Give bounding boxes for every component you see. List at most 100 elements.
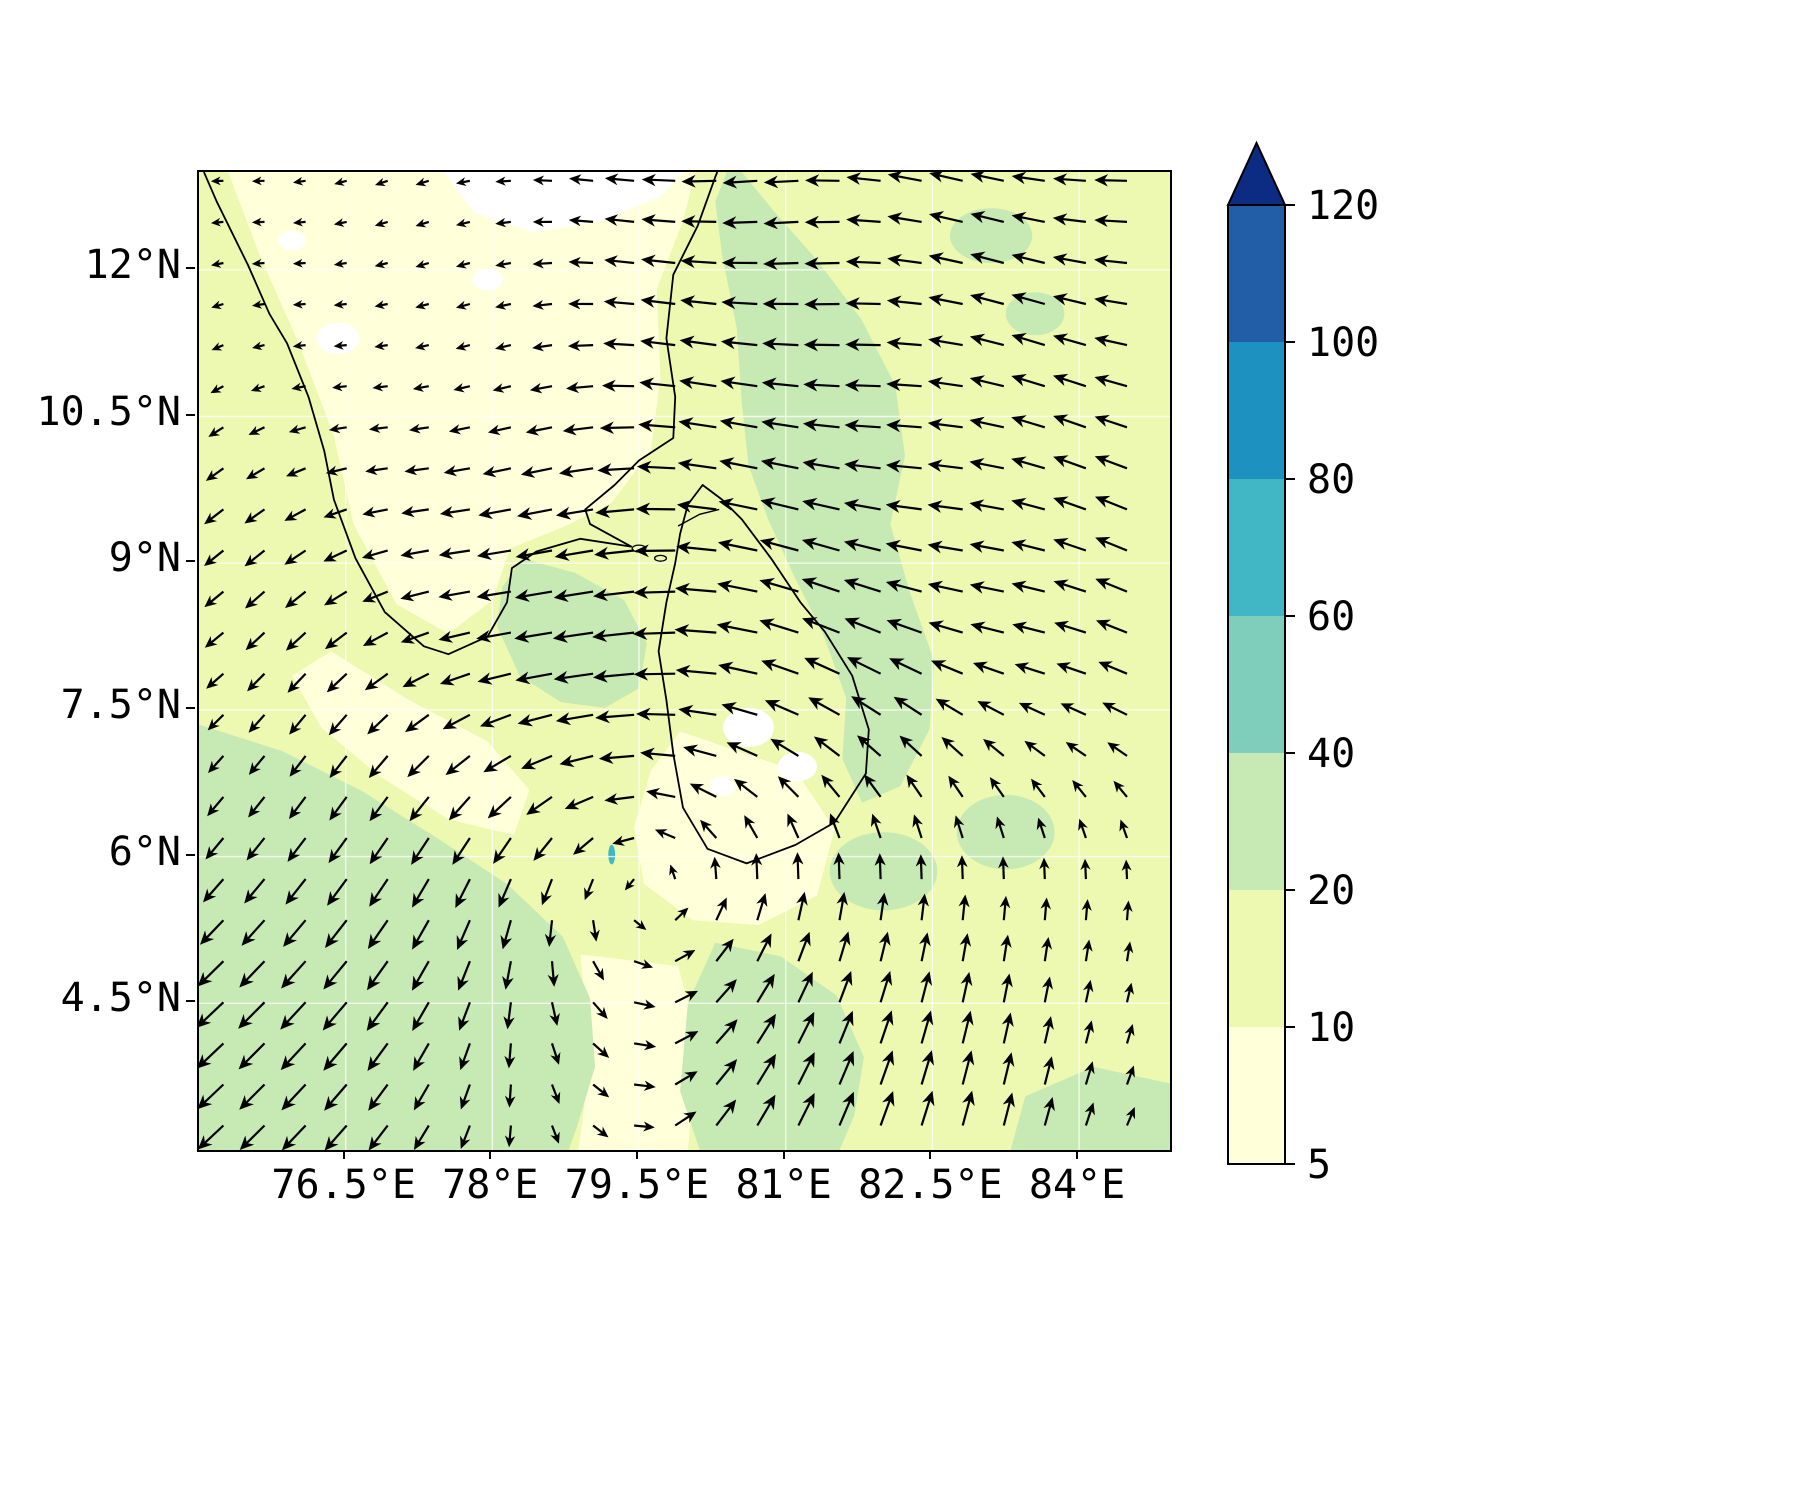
wind-arrow [1107,742,1128,757]
wind-arrow [439,672,471,686]
wind-arrow [1084,1102,1095,1126]
wind-arrow [1011,252,1046,265]
wind-arrow [526,795,553,815]
wind-arrow [372,382,388,392]
wind-arrow [595,505,635,519]
wind-arrow [324,590,348,606]
wind-arrow [797,1052,815,1085]
wind-arrow [438,588,471,601]
y-tick-mark [186,1000,195,1003]
wind-arrow [328,714,348,736]
wind-arrow [920,1010,934,1044]
wind-arrow [886,337,922,350]
wind-arrow [717,580,758,593]
wind-arrow [199,960,225,987]
wind-arrow [453,382,471,393]
wind-arrow [552,629,594,643]
wind-arrow [280,1042,307,1071]
wind-arrow [885,500,922,513]
wind-arrow [281,1124,307,1150]
wind-arrow [400,589,430,602]
wind-arrow [292,341,306,350]
wind-arrow [374,259,388,269]
wind-arrow [324,1083,348,1111]
wind-arrow [409,423,429,434]
wind-arrow [813,736,841,757]
wind-arrow [715,1099,737,1127]
wind-arrow [920,1050,934,1085]
wind-arrow [808,697,841,716]
wind-arrow [368,1124,389,1150]
wind-arrow [495,341,512,351]
wind-arrow [1054,620,1087,634]
wind-arrow [970,621,1005,634]
wind-arrow [202,878,225,903]
wind-arrow [1053,414,1087,429]
wind-arrow [689,783,717,798]
wind-arrow [210,217,224,227]
wind-arrow [983,738,1005,757]
wind-arrow [1040,897,1051,921]
colorbar-segment-60-80 [1228,479,1285,616]
wind-arrow [640,336,676,349]
wind-arrow [1072,780,1087,798]
wind-arrow [857,735,882,757]
wind-arrow [763,216,799,230]
y-tick-label-10.5°N: 10.5°N [36,388,182,435]
wind-arrow [675,582,717,596]
wind-arrow [333,218,347,227]
wind-arrow [400,547,429,560]
colorbar-segment-100-120 [1228,205,1285,342]
wind-arrow [879,1091,895,1126]
wind-arrow [460,1125,471,1149]
wind-arrow [674,950,696,963]
wind-arrow [801,537,840,552]
wind-arrow [1011,497,1046,511]
wind-arrow [716,620,758,634]
contour-patch-teal-speck [608,844,616,865]
wind-arrow [845,338,881,352]
wind-arrow [592,629,635,643]
wind-arrow [369,796,389,822]
wind-arrow [1094,294,1128,308]
wind-arrow [920,971,933,1003]
wind-arrow [1000,934,1012,962]
wind-arrow [248,714,266,733]
colorbar-tick-label-40: 40 [1307,731,1355,777]
wind-arrow [1094,455,1128,470]
wind-arrow [289,755,307,777]
wind-arrow [487,424,512,436]
wind-arrow [674,990,698,1004]
x-tick-mark [929,1150,932,1159]
wind-arrow [584,878,595,901]
wind-arrow [604,214,635,227]
wind-arrow [562,423,594,436]
wind-arrow [573,837,594,855]
wind-arrow [999,895,1011,921]
wind-arrow [559,465,594,478]
wind-arrow [284,508,307,521]
wind-arrow [1011,456,1046,470]
wind-arrow [679,335,717,349]
wind-arrow [1122,900,1133,921]
wind-arrow [1124,982,1134,1003]
wind-arrow [555,712,594,726]
wind-arrow [764,700,799,716]
wind-arrow [1052,293,1087,306]
wind-arrow [211,300,224,310]
wind-arrow [329,755,348,778]
wind-arrow [504,1125,516,1148]
wind-arrow [367,1042,389,1071]
wind-arrow [448,796,471,821]
wind-arrow [208,426,224,437]
wind-arrow [1081,899,1092,921]
wind-arrow [204,590,225,608]
wind-arrow [838,1050,855,1085]
wind-arrow [457,960,471,991]
wind-arrow [292,299,306,309]
wind-arrow [721,296,758,310]
wind-arrow [1011,539,1046,552]
wind-arrow [293,176,306,186]
wind-arrow [415,177,430,187]
wind-arrow [700,819,718,839]
